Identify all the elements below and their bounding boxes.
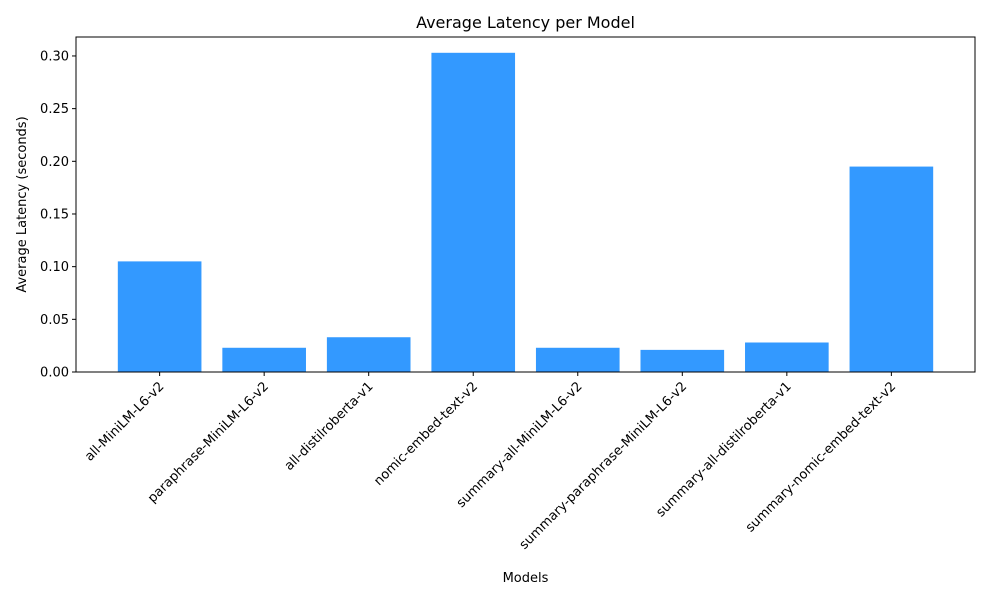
bar-summary-all-MiniLM-L6-v2 (535, 347, 620, 372)
bar-nomic-embed-text-v2 (431, 52, 516, 373)
y-tick-label: 0.20 (40, 155, 69, 170)
bar-summary-paraphrase-MiniLM-L6-v2 (640, 349, 725, 372)
chart-title: Average Latency per Model (416, 13, 635, 32)
y-tick-label: 0.30 (40, 49, 69, 64)
bar-all-distilroberta-v1 (326, 337, 411, 372)
x-tick-label: all-MiniLM-L6-v2 (82, 379, 167, 464)
bar-summary-nomic-embed-text-v2 (849, 166, 934, 372)
y-tick-label: 0.10 (40, 260, 69, 275)
y-axis-label: Average Latency (seconds) (15, 116, 30, 292)
bars-group (117, 52, 934, 373)
x-axis-label: Models (503, 571, 549, 586)
x-tick-label: summary-paraphrase-MiniLM-L6-v2 (517, 379, 690, 552)
y-tick-label: 0.05 (40, 313, 69, 328)
y-tick-label: 0.15 (40, 207, 69, 222)
bar-paraphrase-MiniLM-L6-v2 (222, 347, 306, 372)
plot-frame (75, 36, 976, 373)
x-tick-label: all-distilroberta-v1 (282, 379, 377, 474)
bar-summary-all-distilroberta-v1 (745, 342, 829, 372)
x-tick-label: nomic-embed-text-v2 (371, 379, 481, 489)
y-axis-ticks: 0.00 0.05 0.10 0.15 0.20 0.25 0.30 (40, 49, 76, 381)
bar-all-MiniLM-L6-v2 (117, 261, 202, 372)
x-tick-label: paraphrase-MiniLM-L6-v2 (145, 379, 272, 506)
y-tick-label: 0.25 (40, 102, 69, 117)
x-tick-label: summary-all-MiniLM-L6-v2 (454, 379, 586, 511)
y-tick-label: 0.00 (40, 366, 69, 381)
